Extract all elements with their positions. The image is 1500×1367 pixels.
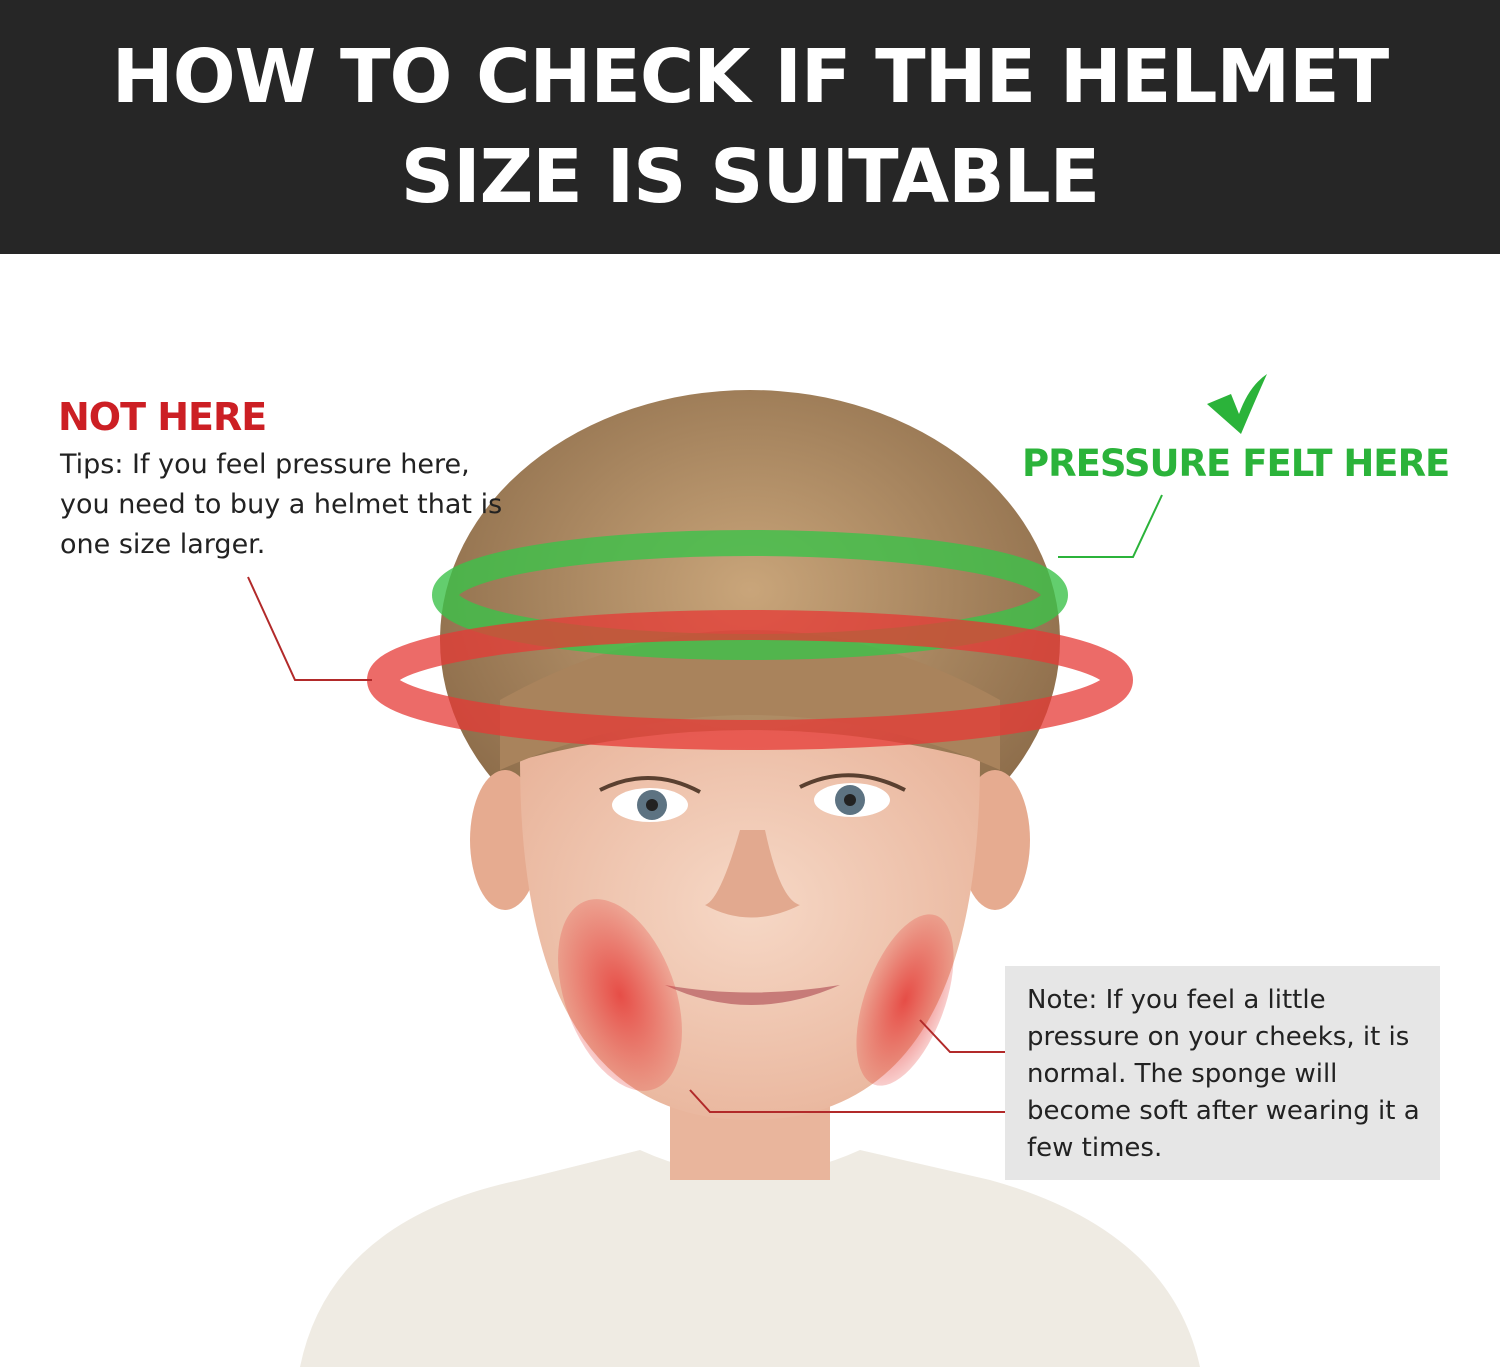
- red-ring-incorrect: [367, 610, 1133, 750]
- checkmark-icon: [1207, 374, 1267, 434]
- nose: [705, 830, 800, 918]
- mouth: [665, 985, 840, 1005]
- cheek-pressure-right: [856, 914, 954, 1086]
- title-line-2: SIZE IS SUITABLE: [400, 134, 1100, 220]
- pressure-felt-heading: PRESSURE FELT HERE: [1022, 442, 1450, 485]
- cheek-note-box: Note: If you feel a little pressure on y…: [1005, 966, 1440, 1180]
- cheek-pressure-left: [558, 899, 682, 1091]
- green-ring-correct: [432, 530, 1068, 660]
- title-line-1: HOW TO CHECK IF THE HELMET: [111, 34, 1389, 120]
- shirt: [300, 1150, 1200, 1367]
- title-banner: HOW TO CHECK IF THE HELMET SIZE IS SUITA…: [0, 0, 1500, 254]
- eyes: [599, 773, 906, 822]
- green-leader-line: [1058, 494, 1163, 558]
- cheek-leader-line-right: [919, 1019, 1005, 1053]
- fringe: [500, 630, 1000, 770]
- not-here-tip: Tips: If you feel pressure here, you nee…: [60, 449, 503, 560]
- cheek-leader-line-left: [689, 1089, 1005, 1113]
- cheek-note-text: Note: If you feel a little pressure on y…: [1027, 985, 1420, 1163]
- not-here-heading: NOT HERE: [58, 395, 267, 439]
- red-leader-line: [247, 576, 372, 681]
